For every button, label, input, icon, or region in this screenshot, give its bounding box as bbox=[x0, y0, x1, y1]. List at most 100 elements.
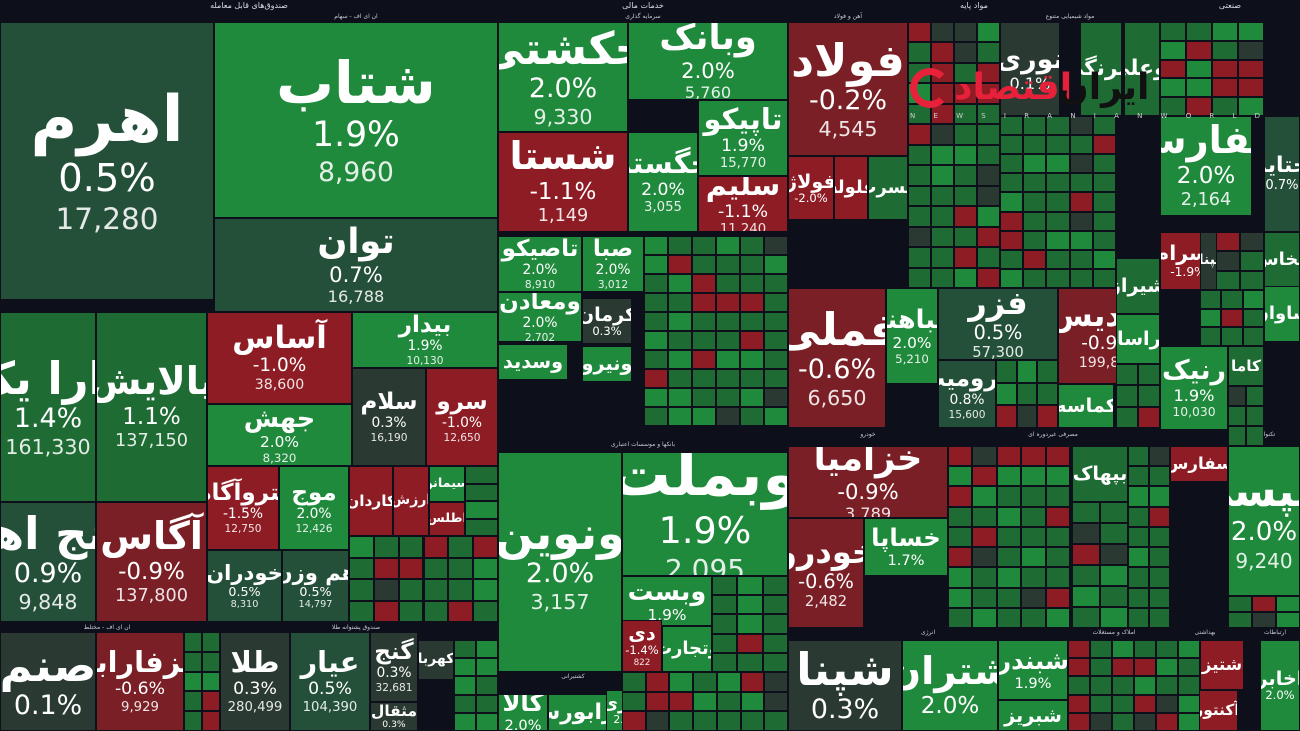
mini-tile bbox=[740, 691, 765, 712]
tile-61: کماسه bbox=[1058, 384, 1114, 428]
mini-tile bbox=[977, 247, 1000, 268]
tile-52: فلوله bbox=[834, 156, 868, 220]
mini-tile bbox=[1045, 567, 1070, 588]
mini-tile bbox=[1186, 59, 1212, 79]
mini-tile bbox=[398, 557, 424, 579]
tile-27: حکشتی2.0%9,330 bbox=[498, 22, 628, 132]
tile-price: 3,157 bbox=[530, 590, 590, 615]
mini-tile bbox=[1156, 640, 1178, 659]
mini-tile bbox=[644, 331, 668, 350]
mini-tile bbox=[1072, 565, 1100, 586]
tile-price: 8,320 bbox=[262, 451, 297, 466]
mini-tile bbox=[1128, 587, 1149, 608]
mini-tile bbox=[1045, 526, 1070, 548]
mini-tile bbox=[1021, 506, 1046, 527]
mini-tile bbox=[764, 312, 788, 331]
tile-symbol: ومعادن bbox=[499, 292, 581, 315]
tile-69: بپهاک bbox=[1072, 446, 1128, 502]
mini-tile bbox=[1149, 486, 1170, 507]
tile-symbol: کرمان bbox=[583, 302, 631, 326]
mini-tile bbox=[740, 388, 764, 407]
mini-tile bbox=[764, 672, 788, 692]
mini-tile bbox=[740, 274, 764, 293]
mini-tile bbox=[1276, 612, 1300, 628]
mini-tile bbox=[948, 486, 973, 507]
tile-symbol: فولاد bbox=[791, 33, 905, 87]
mini-tile bbox=[1069, 116, 1093, 136]
tile-change: 1.7% bbox=[887, 551, 925, 569]
mini-tile bbox=[716, 672, 741, 692]
tile-symbol: شپنا bbox=[796, 642, 894, 696]
tile-price: 8,960 bbox=[318, 156, 394, 188]
subsector-header: مواد شیمیایی متنوع bbox=[1045, 13, 1095, 20]
mini-tile bbox=[1128, 526, 1149, 548]
tile-symbol: صبا bbox=[592, 236, 634, 262]
tile-symbol: کاما bbox=[1231, 356, 1261, 375]
mini-tile bbox=[1238, 22, 1264, 41]
tile-60: خراسان bbox=[1116, 314, 1160, 364]
mini-tile bbox=[977, 185, 1000, 207]
tile-15: هم وزن0.5%14,797 bbox=[282, 550, 349, 622]
mini-tile bbox=[668, 350, 692, 369]
tile-30: شستا -1.1% 1,149 bbox=[498, 132, 628, 232]
tile-50: بوعلی bbox=[1124, 22, 1160, 116]
tile-45: فرابورس bbox=[548, 694, 612, 731]
mini-tile bbox=[668, 407, 692, 426]
tile-symbol: موج bbox=[291, 479, 337, 506]
mini-tile bbox=[977, 226, 1000, 248]
mini-tile bbox=[476, 640, 498, 659]
mini-tile bbox=[1090, 676, 1112, 695]
mini-tile bbox=[1090, 640, 1112, 659]
mini-tile bbox=[908, 42, 931, 63]
mini-tile bbox=[349, 579, 374, 601]
tile-change: 2.0% bbox=[259, 432, 300, 451]
subsector-header: ان ای اف - مختلط bbox=[83, 624, 131, 631]
mini-tile bbox=[977, 165, 1000, 186]
mini-tile bbox=[1216, 232, 1240, 252]
mini-tile bbox=[954, 42, 977, 63]
mini-tile bbox=[1100, 586, 1128, 607]
tile-74: رنیک 1.9% 10,030 bbox=[1160, 346, 1228, 430]
tile-change: -1.4% bbox=[625, 643, 659, 658]
tile-symbol: وبست bbox=[627, 576, 707, 607]
mini-tile bbox=[1046, 268, 1070, 288]
mini-tile bbox=[948, 547, 973, 568]
sector-header: خدمات مالی bbox=[622, 1, 664, 10]
mini-tile bbox=[908, 83, 931, 104]
mini-tile bbox=[1221, 327, 1243, 346]
mini-tile bbox=[622, 672, 646, 692]
mini-tile bbox=[668, 274, 692, 293]
mini-tile bbox=[908, 22, 931, 43]
mini-tile bbox=[1160, 78, 1186, 98]
subsector-header: بهداشتی bbox=[1194, 629, 1216, 636]
mini-tile bbox=[712, 633, 738, 653]
tile-price: 161,330 bbox=[5, 435, 91, 460]
tile-change: -1.1% bbox=[717, 201, 769, 222]
tile-70: سفارس bbox=[1170, 446, 1228, 482]
mini-tile bbox=[972, 446, 997, 467]
mini-tile bbox=[373, 579, 399, 601]
tile-16: کاردان bbox=[349, 466, 393, 536]
tile-symbol: سپسی bbox=[1229, 467, 1299, 518]
tile-change: -0.6% bbox=[798, 354, 876, 386]
tile-21: فلزفارابی-0.6%9,929 bbox=[96, 632, 184, 731]
tile-change: -0.9% bbox=[837, 478, 899, 504]
mini-tile bbox=[1186, 97, 1212, 116]
tile-symbol: بپهاک bbox=[1072, 462, 1128, 486]
tile-64: شبندر 1.9% bbox=[998, 640, 1068, 700]
mini-tile bbox=[644, 350, 668, 369]
mini-tile bbox=[908, 206, 931, 227]
tile-8: سلام 0.3% 16,190 bbox=[352, 368, 426, 466]
mini-tile bbox=[1016, 405, 1038, 428]
tile-price: 9,929 bbox=[121, 699, 159, 715]
mini-tile bbox=[1090, 694, 1112, 713]
mini-tile bbox=[668, 331, 692, 350]
mini-tile bbox=[1072, 502, 1100, 523]
tile-symbol: کهربا bbox=[418, 651, 454, 668]
tile-price: 10,130 bbox=[406, 354, 444, 367]
tile-18: سیمانو bbox=[429, 466, 465, 502]
tile-55: فباهنر2.0%5,210 bbox=[886, 288, 938, 384]
mini-tile bbox=[1069, 211, 1093, 231]
mini-tile bbox=[1072, 607, 1100, 628]
mini-tile bbox=[764, 274, 788, 293]
